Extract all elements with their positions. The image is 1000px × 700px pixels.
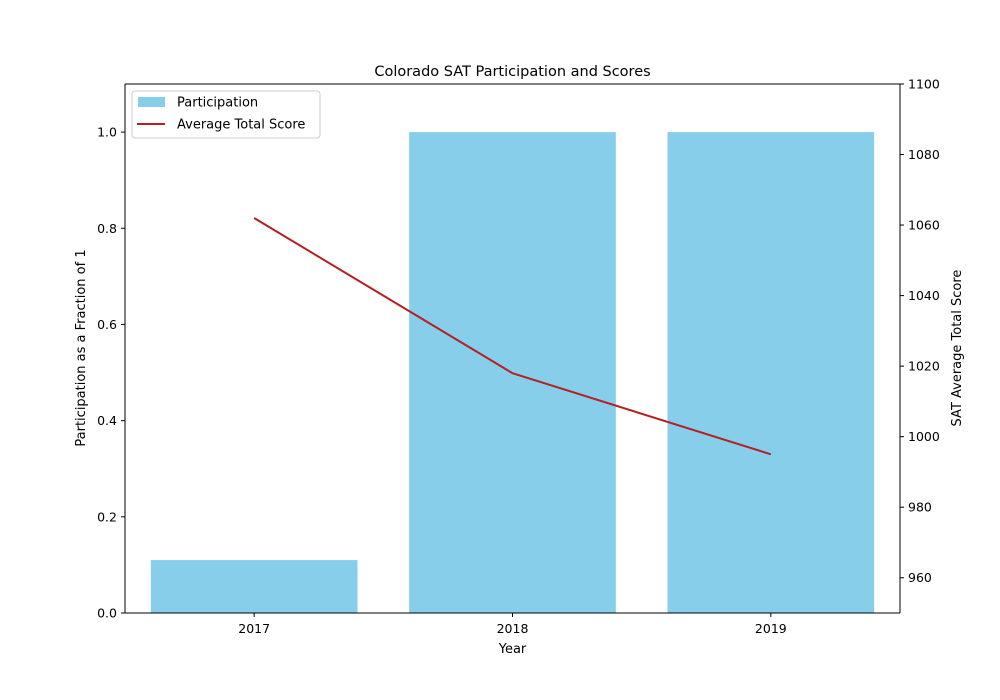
y-axis-label: Participation as a Fraction of 1	[74, 249, 89, 446]
right-tick-label: 1080	[908, 147, 940, 162]
right-tick-label: 1040	[908, 288, 940, 303]
chart-title: Colorado SAT Participation and Scores	[374, 64, 650, 80]
legend-swatch-participation	[138, 97, 165, 107]
left-tick-label: 1.0	[97, 125, 117, 140]
right-tick-label: 960	[908, 570, 932, 585]
x-axis-ticks: 2017 2018 2019	[238, 613, 787, 636]
bars-layer	[150, 132, 875, 613]
left-tick-label: 0.4	[97, 413, 117, 428]
y2-axis-label: SAT Average Total Score	[950, 270, 965, 427]
legend-frame	[131, 90, 321, 139]
left-tick-label: 0.2	[97, 509, 117, 524]
bar-participation-2017	[150, 560, 358, 613]
right-tick-label: 1020	[908, 359, 940, 374]
x-tick-label: 2019	[755, 621, 787, 636]
right-tick-label: 1060	[908, 218, 940, 233]
right-tick-label: 1000	[908, 429, 940, 444]
x-tick-label: 2017	[238, 621, 270, 636]
legend: Participation Average Total Score	[131, 90, 321, 139]
right-tick-label: 1100	[908, 77, 940, 92]
line-layer	[253, 217, 772, 456]
x-axis-label: Year	[498, 642, 527, 657]
left-tick-label: 0.6	[97, 317, 117, 332]
legend-label-participation: Participation	[177, 96, 258, 111]
x-tick-label: 2018	[497, 621, 529, 636]
legend-label-average-total-score: Average Total Score	[177, 118, 305, 133]
bar-participation-2019	[667, 132, 875, 613]
left-tick-label: 0.0	[97, 606, 117, 621]
right-axis-ticks: 960 980 1000 1020 1040 1060 1080 1100	[900, 77, 940, 585]
right-tick-label: 980	[908, 500, 932, 515]
left-tick-label: 0.8	[97, 221, 117, 236]
left-axis-ticks: 0.0 0.2 0.4 0.6 0.8 1.0	[97, 125, 125, 621]
